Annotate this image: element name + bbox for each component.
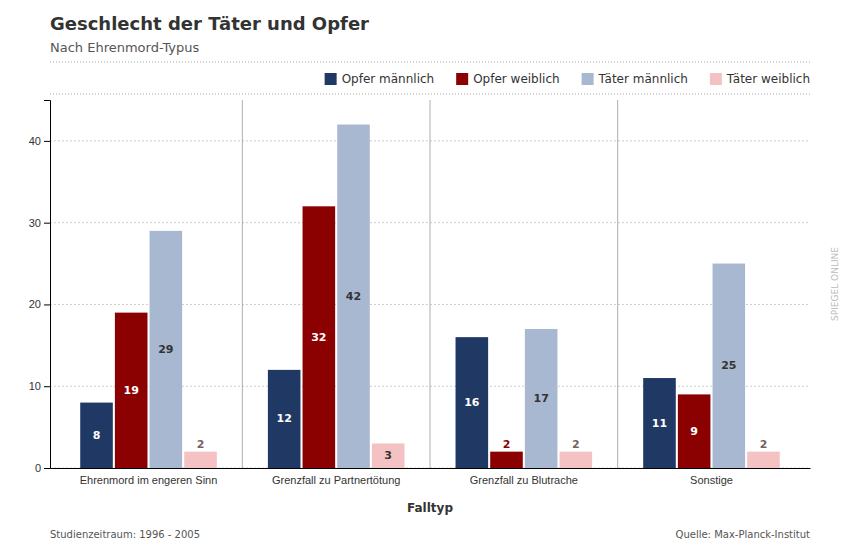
x-axis: Ehrenmord im engeren Sinn Grenzfall zu Pa… (51, 468, 811, 486)
chart-container: Geschlecht der Täter und Opfer Nach Ehren… (0, 0, 850, 548)
data-label: 2 (197, 438, 205, 451)
y-tick-label: 40 (29, 135, 41, 147)
title: Geschlecht der Täter und Opfer (50, 13, 369, 34)
data-label: 12 (277, 412, 292, 425)
subtitle: Nach Ehrenmord-Typus (50, 40, 200, 55)
group-separator (430, 100, 431, 468)
y-tick-label: 30 (29, 217, 41, 229)
bar (337, 125, 370, 468)
bar (525, 329, 558, 468)
source: Quelle: Max-Planck-Institut (676, 529, 811, 540)
y-tick-label: 20 (29, 298, 41, 310)
x-axis-title: Falltyp (407, 501, 453, 515)
data-label: 19 (124, 384, 139, 397)
y-tick-label: 0 (35, 462, 41, 474)
x-tick: Sonstige (690, 468, 733, 486)
bar (678, 394, 711, 468)
data-label: 25 (721, 359, 736, 372)
x-tick-label: Grenzfall zu Partnertötung (272, 474, 400, 486)
legend-item: Täter weiblich (710, 72, 810, 86)
y-tick: 0 (35, 462, 50, 474)
legend-label: Täter weiblich (726, 72, 810, 86)
y-tick-mark (44, 468, 50, 469)
bar (456, 337, 489, 468)
legend-swatch (710, 73, 722, 85)
bar (713, 264, 746, 468)
data-label: 16 (464, 396, 480, 409)
bar (184, 452, 217, 468)
legend-label: Opfer männlich (342, 72, 435, 86)
bar (372, 443, 405, 468)
y-tick: 20 (29, 298, 50, 310)
legend-item: Opfer männlich (325, 72, 435, 86)
y-tick: 30 (29, 217, 50, 229)
y-tick-mark (44, 304, 50, 305)
divider (50, 62, 810, 63)
data-labels: 8121611193229294217252322 (93, 290, 768, 462)
y-axis: 0 10 20 30 40 (29, 101, 51, 475)
data-label: 11 (652, 417, 667, 430)
separators (242, 100, 617, 468)
bar (747, 452, 780, 468)
bar (560, 452, 593, 468)
x-axis-line (51, 468, 811, 469)
group-separator (617, 100, 618, 468)
y-tick-mark (44, 141, 50, 142)
legend-swatch (582, 73, 594, 85)
data-label: 8 (93, 429, 101, 442)
data-label: 42 (346, 290, 361, 303)
y-tick-mark (44, 386, 50, 387)
data-label: 2 (503, 438, 511, 451)
bar (115, 313, 148, 468)
legend: Opfer männlich Opfer weiblich Täter männli… (325, 72, 810, 86)
data-label: 17 (534, 392, 549, 405)
data-label: 2 (760, 438, 768, 451)
group-separator (242, 100, 243, 468)
bar (150, 231, 183, 468)
bar (80, 403, 113, 468)
legend-label: Opfer weiblich (473, 72, 559, 86)
legend-swatch (456, 73, 468, 85)
x-tick: Grenzfall zu Blutrache (470, 468, 578, 486)
bar (268, 370, 301, 468)
x-tick-label: Ehrenmord im engeren Sinn (80, 474, 218, 486)
divider (50, 94, 810, 95)
legend-label: Täter männlich (598, 72, 688, 86)
data-label: 32 (311, 331, 326, 344)
legend-item: Opfer weiblich (456, 72, 559, 86)
legend-item: Täter männlich (582, 72, 688, 86)
y-tick-label: 10 (29, 380, 41, 392)
data-label: 9 (690, 425, 698, 438)
bar (643, 378, 676, 468)
legend-swatch (325, 73, 337, 85)
bars (80, 125, 780, 468)
x-tick-label: Sonstige (690, 474, 733, 486)
watermark: SPIEGEL ONLINE (830, 247, 840, 321)
x-tick-label: Grenzfall zu Blutrache (470, 474, 578, 486)
bar (303, 206, 336, 468)
data-label: 2 (572, 438, 580, 451)
x-tick: Ehrenmord im engeren Sinn (80, 468, 218, 486)
x-tick: Grenzfall zu Partnertötung (272, 468, 400, 486)
y-tick: 40 (29, 135, 50, 147)
data-label: 3 (384, 449, 392, 462)
footnote: Studienzeitraum: 1996 - 2005 (50, 529, 200, 540)
data-label: 29 (158, 343, 173, 356)
bar (490, 452, 523, 468)
y-axis-line (44, 101, 51, 469)
chart-svg: Geschlecht der Täter und Opfer Nach Ehren… (0, 0, 850, 548)
y-tick: 10 (29, 380, 50, 392)
y-tick-mark (44, 223, 50, 224)
